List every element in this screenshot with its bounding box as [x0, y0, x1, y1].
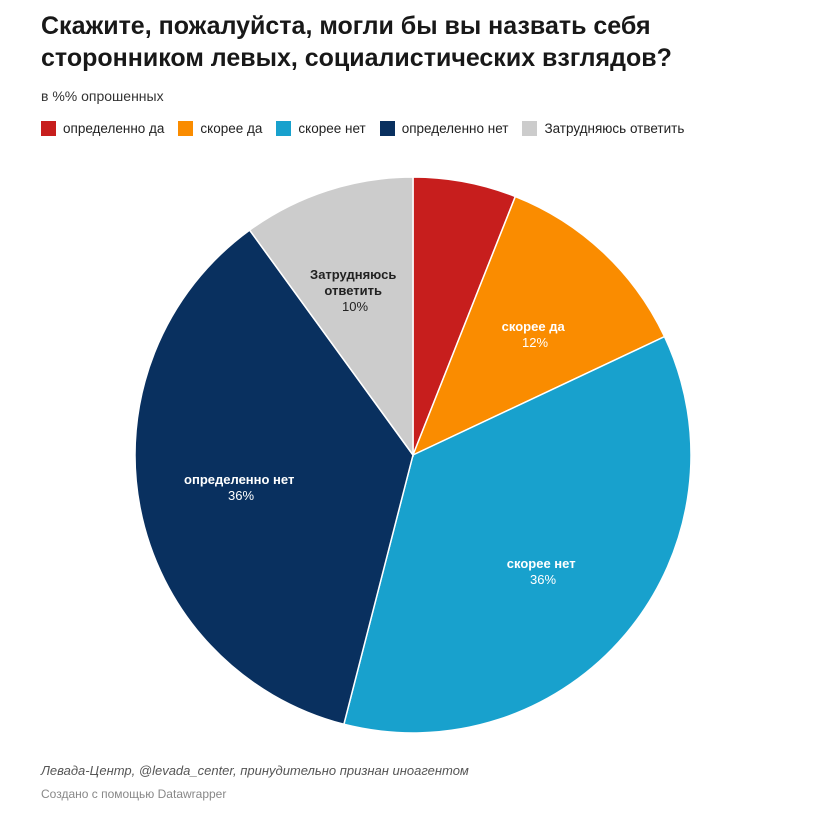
- slice-label-opredelenno-net: определенно нет 36%: [184, 472, 298, 503]
- slice-label-name: скорее нет: [507, 556, 576, 571]
- legend-item-skoree-net: скорее нет: [276, 121, 366, 136]
- slice-label-name: скорее да: [502, 319, 566, 334]
- legend-label: скорее нет: [298, 121, 366, 136]
- legend-swatch: [178, 121, 194, 136]
- legend-item-skoree-da: скорее да: [178, 121, 262, 136]
- chart-subtitle: в %% опрошенных: [41, 88, 164, 104]
- slice-label-skoree-da: скорее да 12%: [502, 319, 569, 350]
- pie-slice-4: [248, 176, 414, 458]
- legend-swatch: [522, 121, 538, 136]
- slice-label-skoree-net: скорее нет 36%: [507, 556, 579, 587]
- legend-item-opredelenno-da: определенно да: [41, 121, 164, 136]
- pie-slice-2: [342, 335, 692, 734]
- legend-swatch: [379, 121, 395, 136]
- slice-label-zatrudnyayus: Затрудняюсь ответить 10%: [310, 267, 400, 314]
- slice-label-name: определенно нет: [184, 472, 294, 487]
- legend-label: определенно нет: [401, 121, 509, 136]
- pie-slice-3: [134, 229, 414, 726]
- chart-source: Левада-Центр, @levada_center, принудител…: [41, 763, 469, 778]
- legend-label: определенно да: [63, 121, 165, 136]
- pie-slice-1: [411, 195, 666, 457]
- chart-credit: Создано с помощью Datawrapper: [41, 787, 227, 801]
- pie-slice-labels: скорее да 12% скорее нет 36% определенно…: [184, 267, 579, 587]
- slice-label-name-line1: Затрудняюсь: [310, 267, 396, 282]
- legend-swatch: [41, 121, 56, 136]
- pie-slices: [134, 176, 692, 734]
- slice-label-value: 36%: [228, 488, 254, 503]
- legend-item-zatrudnyayus: Затрудняюсь ответить: [522, 121, 684, 136]
- legend-swatch: [276, 121, 292, 136]
- slice-label-value: 36%: [530, 572, 556, 587]
- slice-label-name-line2: ответить: [324, 283, 382, 298]
- legend-label: скорее да: [200, 121, 263, 136]
- slice-label-value: 12%: [522, 335, 548, 350]
- legend-label: Затрудняюсь ответить: [544, 121, 685, 136]
- chart-title: Скажите, пожалуйста, могли бы вы назвать…: [41, 12, 672, 72]
- legend-item-opredelenno-net: определенно нет: [379, 121, 509, 136]
- slice-label-value: 10%: [342, 299, 368, 314]
- legend: определенно да скорее да скорее нет опре…: [41, 121, 698, 136]
- pie-chart: скорее да 12% скорее нет 36% определенно…: [134, 176, 692, 734]
